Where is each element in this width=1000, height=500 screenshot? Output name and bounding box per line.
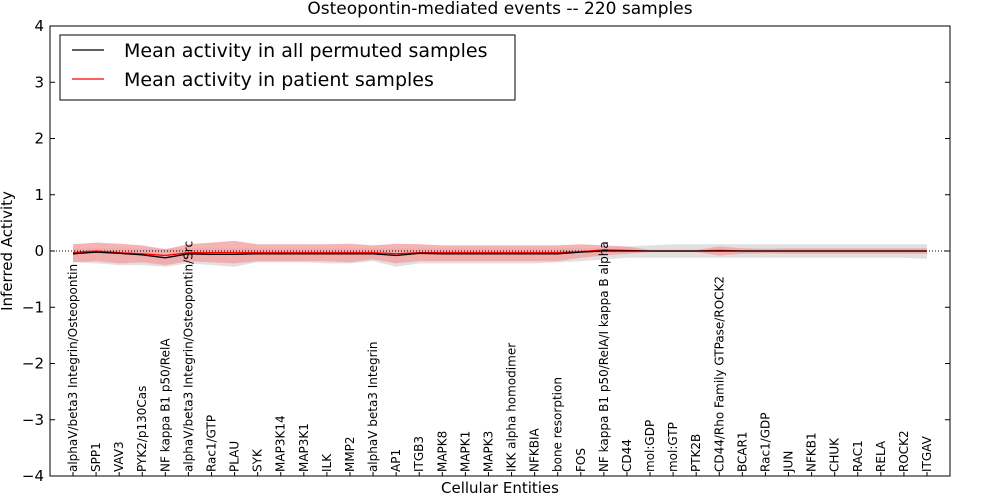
- x-tick-label: NF kappa B1 p50/RelA/I kappa B alpha: [597, 241, 611, 472]
- x-tick-label: alphaV/beta3 Integrin/Osteopontin: [66, 264, 80, 472]
- x-tick-label: MMP2: [343, 436, 357, 472]
- y-tick-label: −4: [22, 467, 44, 485]
- x-tick-label: MAPK8: [435, 431, 449, 472]
- x-tick-label: mol:GDP: [643, 420, 657, 472]
- x-tick-label: CHUK: [828, 437, 842, 472]
- legend-label-permuted: Mean activity in all permuted samples: [124, 40, 487, 62]
- y-tick-label: 2: [34, 130, 44, 148]
- legend: Mean activity in all permuted samples Me…: [59, 34, 516, 101]
- series-line-permuted: [72, 250, 927, 259]
- x-tick-label: alphaV beta3 Integrin: [366, 342, 380, 473]
- chart-title: Osteopontin-mediated events -- 220 sampl…: [307, 0, 692, 19]
- x-tick-label: VAV3: [112, 441, 126, 472]
- x-tick-label: NFKB1: [805, 432, 819, 472]
- x-axis-label: Cellular Entities: [441, 479, 559, 497]
- x-tick-label: PYK2/p130Cas: [135, 386, 149, 472]
- x-tick-label: SYK: [251, 448, 265, 472]
- x-tick-label: MAPK1: [458, 431, 472, 472]
- x-tick-label: bone resorption: [551, 377, 565, 472]
- y-tick-label: 3: [34, 73, 44, 91]
- x-tick-label: JUN: [782, 451, 796, 473]
- x-tick-label: ROCK2: [897, 430, 911, 472]
- x-tick-label: Rac1/GTP: [205, 415, 219, 472]
- x-tick-label: NFKBIA: [528, 427, 542, 472]
- x-tick-label: MAP3K1: [297, 423, 311, 472]
- x-tick-label: MAP3K14: [274, 415, 288, 472]
- x-axis: alphaV/beta3 Integrin/Osteopontin SPP1 VAV…: [66, 241, 934, 476]
- x-tick-label: FOS: [574, 448, 588, 472]
- x-tick-label: CD44: [620, 439, 634, 472]
- y-tick-label: −2: [22, 355, 44, 373]
- x-tick-label: NF kappa B1 p50/RelA: [158, 338, 172, 472]
- x-tick-label: SPP1: [89, 442, 103, 472]
- x-tick-label: Rac1/GDP: [758, 412, 772, 471]
- x-tick-label: ILK: [320, 453, 334, 472]
- x-tick-label: CD44/Rho Family GTPase/ROCK2: [712, 276, 726, 472]
- x-tick-label: RELA: [874, 440, 888, 472]
- legend-label-patient: Mean activity in patient samples: [124, 69, 434, 91]
- x-tick-label: alphaV/beta3 Integrin/Osteopontin/Src: [181, 241, 195, 472]
- series-lines: [50, 249, 950, 259]
- x-tick-label: AP1: [389, 449, 403, 472]
- legend-box: [59, 34, 516, 101]
- y-tick-label: 4: [34, 17, 44, 35]
- x-tick-label: PTK2B: [689, 434, 703, 472]
- y-tick-label: −3: [22, 411, 44, 429]
- y-tick-label: 1: [34, 186, 44, 204]
- x-tick-label: RAC1: [851, 440, 865, 472]
- x-tick-label: MAPK3: [482, 431, 496, 472]
- x-tick-label: PLAU: [228, 441, 242, 472]
- x-tick-label: ITGAV: [920, 435, 934, 472]
- y-axis-label: Inferred Activity: [0, 191, 16, 311]
- x-tick-label: ITGB3: [412, 436, 426, 472]
- y-axis: −4 −3 −2 −1 0 1 2 3 4: [22, 17, 950, 485]
- y-tick-label: 0: [34, 242, 44, 260]
- x-tick-label: mol:GTP: [666, 422, 680, 472]
- y-tick-label: −1: [22, 298, 44, 316]
- x-tick-label: BCAR1: [735, 431, 749, 472]
- x-tick-label: IKK alpha homodimer: [505, 343, 519, 472]
